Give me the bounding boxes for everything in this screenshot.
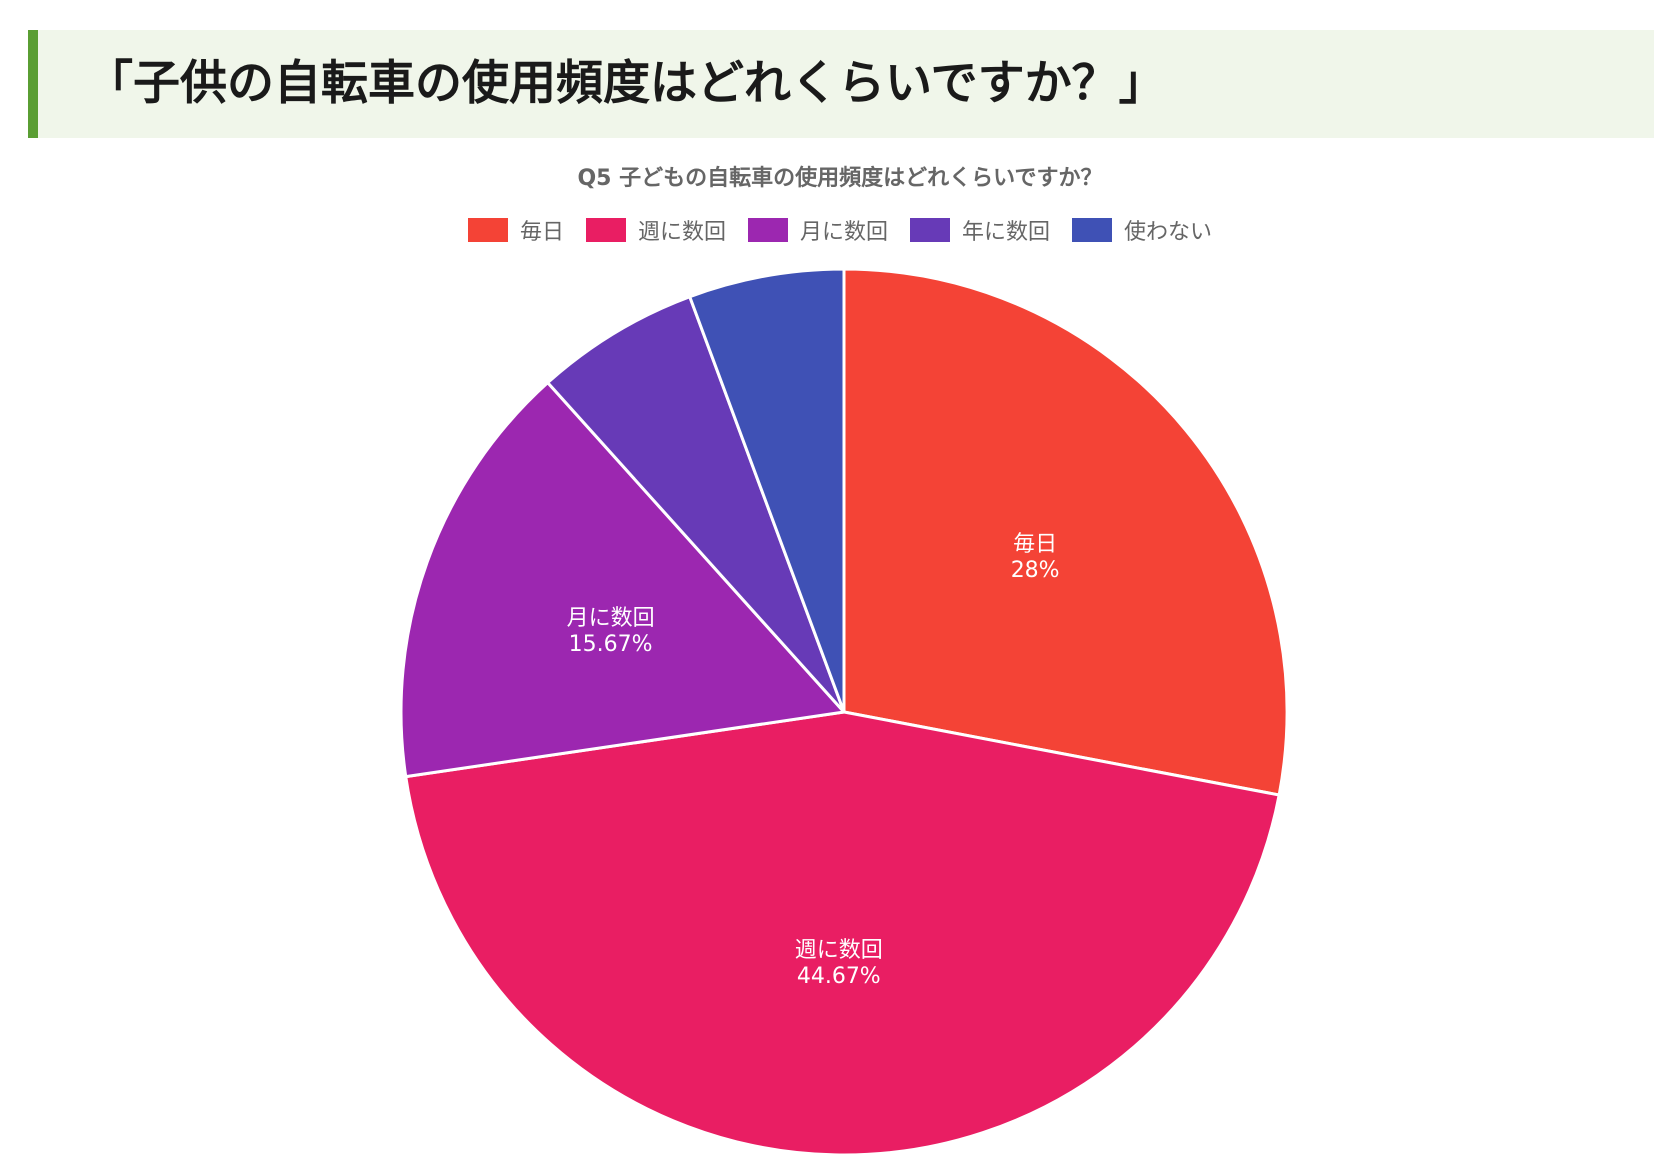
legend-item-monthly[interactable]: 月に数回 [747, 214, 888, 246]
chart-title: Q5 子どもの自転車の使用頻度はどれくらいですか？ [577, 166, 1103, 191]
slice-label-value-daily: 28% [1011, 558, 1060, 583]
slice-label-value-monthly: 15.67% [569, 632, 653, 657]
pie-slice-yearly[interactable] [545, 294, 846, 714]
pie-slice-daily[interactable] [842, 267, 1289, 797]
legend-item-weekly[interactable]: 週に数回 [585, 214, 726, 246]
pie-slice-monthly[interactable] [399, 380, 847, 779]
legend-label: 週に数回 [637, 220, 726, 245]
legend-swatch [747, 218, 788, 242]
legend-label: 月に数回 [799, 220, 888, 245]
legend-swatch [585, 218, 626, 242]
legend-item-never[interactable]: 使わない [1072, 214, 1212, 246]
section-heading-text: 「子供の自転車の使用頻度はどれくらいですか？」 [86, 56, 1166, 111]
chart-legend: 毎日 週に数回 月に数回 年に数回 使わない [0, 214, 1680, 246]
legend-label: 年に数回 [962, 220, 1051, 245]
legend-label: 毎日 [519, 220, 564, 245]
legend-item-daily[interactable]: 毎日 [467, 214, 564, 246]
legend-label: 使わない [1124, 220, 1213, 245]
slice-label-name-weekly: 週に数回 [795, 938, 883, 963]
pie-slice-weekly[interactable] [404, 710, 1281, 1157]
legend-swatch [1072, 218, 1113, 242]
slice-label-value-weekly: 44.67% [797, 964, 881, 989]
slice-label-name-daily: 毎日 [1013, 532, 1057, 557]
slice-label-name-monthly: 月に数回 [567, 606, 655, 631]
legend-swatch [467, 218, 508, 242]
section-heading: 「子供の自転車の使用頻度はどれくらいですか？」 [28, 30, 1654, 138]
legend-swatch [910, 218, 950, 242]
pie-slice-never[interactable] [687, 267, 846, 713]
legend-item-yearly[interactable]: 年に数回 [910, 214, 1050, 246]
